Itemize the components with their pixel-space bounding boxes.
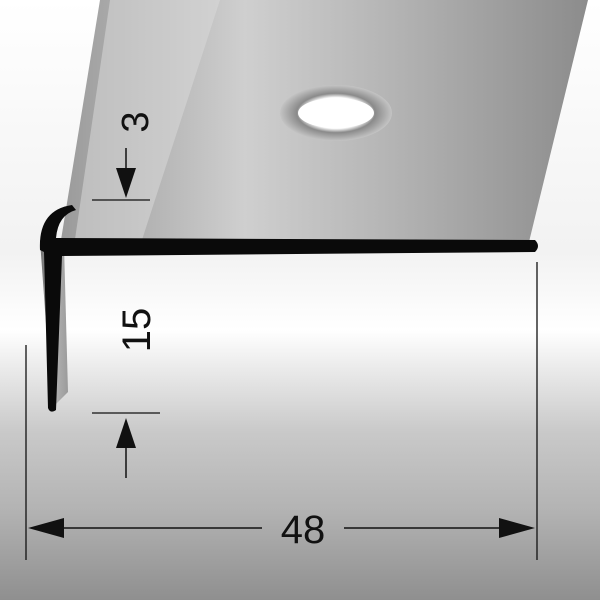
- profile-section-outline: [39, 205, 539, 412]
- dimension-label-height: 15: [115, 308, 159, 353]
- arrow-up-height: [116, 418, 136, 448]
- arrow-right-width: [499, 518, 535, 538]
- arrow-down-thickness: [116, 168, 136, 198]
- screw-hole: [298, 98, 374, 128]
- arrow-left-width: [28, 518, 64, 538]
- dimension-label-width: 48: [281, 508, 326, 552]
- surface-highlight: [74, 0, 220, 246]
- dimension-label-thickness: 3: [115, 111, 157, 132]
